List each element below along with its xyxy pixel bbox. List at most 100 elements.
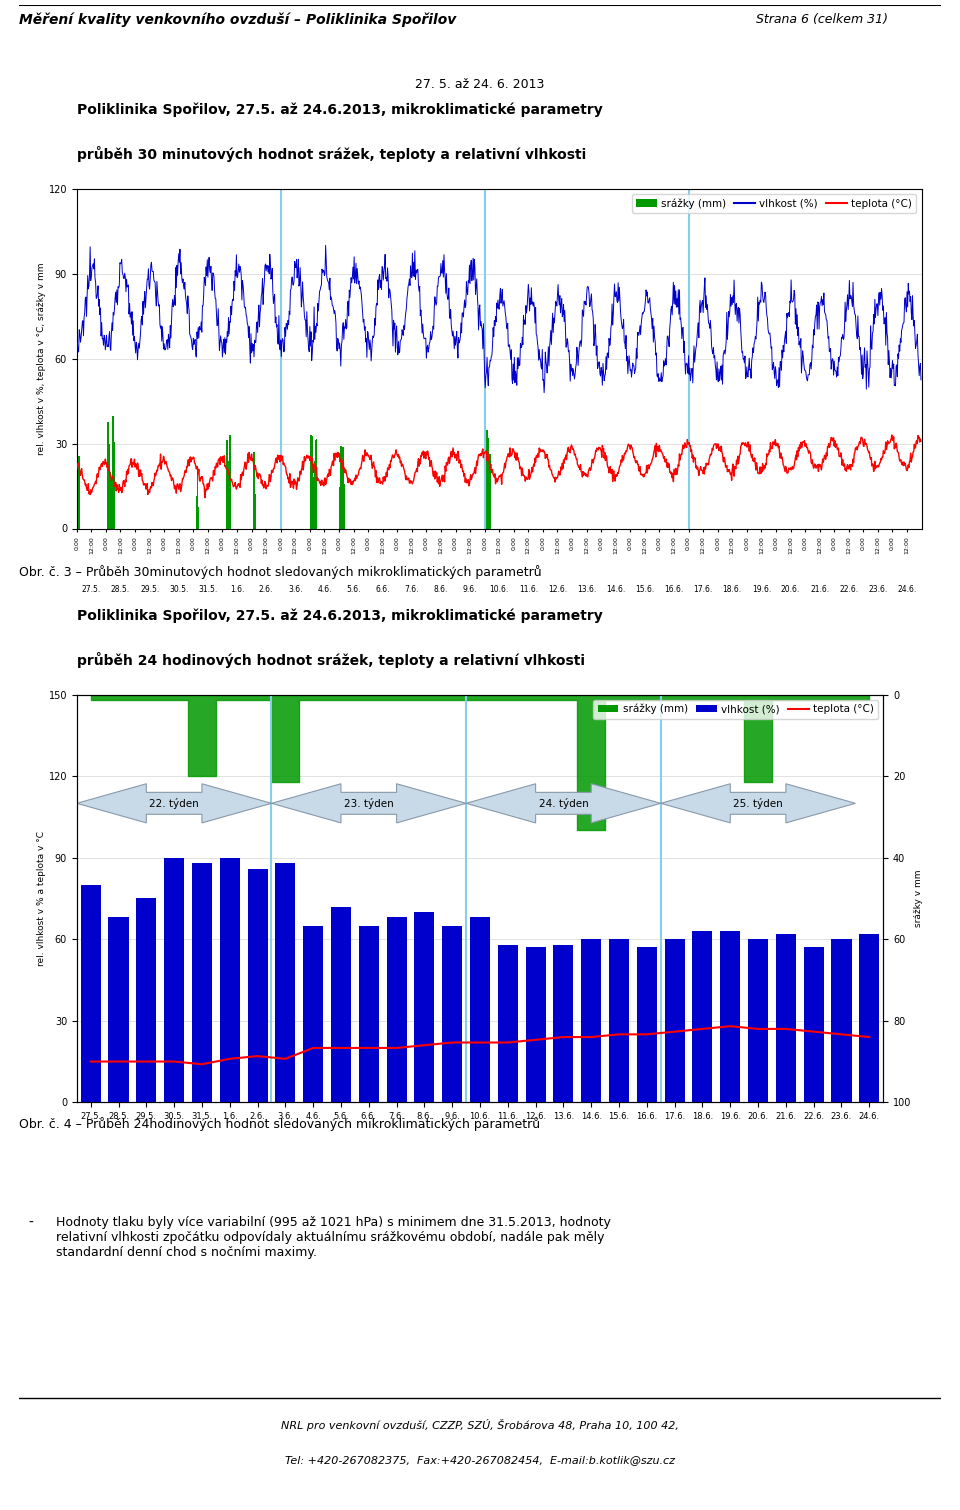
Bar bbox=[109, 506, 111, 528]
Bar bbox=[303, 926, 324, 1102]
Text: 4.6.: 4.6. bbox=[317, 584, 331, 593]
Text: 21.6.: 21.6. bbox=[810, 584, 829, 593]
Text: 27.5.: 27.5. bbox=[82, 584, 101, 593]
Bar bbox=[314, 461, 316, 528]
Bar bbox=[77, 477, 79, 528]
Bar bbox=[487, 447, 489, 528]
Bar bbox=[77, 420, 79, 528]
Polygon shape bbox=[467, 784, 660, 823]
Text: 19.6.: 19.6. bbox=[752, 584, 771, 593]
Y-axis label: rel. vlhkost v % a teplota v °C: rel. vlhkost v % a teplota v °C bbox=[36, 831, 46, 966]
Bar bbox=[488, 476, 490, 528]
Text: 7.6.: 7.6. bbox=[404, 584, 420, 593]
Bar bbox=[164, 858, 184, 1102]
Text: 9.6.: 9.6. bbox=[463, 584, 477, 593]
Text: 24.6.: 24.6. bbox=[898, 584, 917, 593]
Text: 11.6.: 11.6. bbox=[518, 584, 538, 593]
Bar bbox=[609, 939, 629, 1102]
Text: 22. týden: 22. týden bbox=[149, 797, 199, 809]
Bar bbox=[108, 473, 110, 528]
Bar bbox=[78, 456, 80, 528]
Bar bbox=[489, 518, 491, 528]
Bar bbox=[192, 864, 212, 1102]
Text: 16.6.: 16.6. bbox=[664, 584, 684, 593]
Bar bbox=[313, 477, 315, 528]
Bar bbox=[553, 945, 573, 1102]
Text: 13.6.: 13.6. bbox=[577, 584, 596, 593]
Bar bbox=[859, 933, 879, 1102]
Polygon shape bbox=[272, 784, 467, 823]
Bar bbox=[314, 462, 316, 528]
Text: 1.6.: 1.6. bbox=[229, 584, 244, 593]
Bar bbox=[310, 435, 312, 528]
Text: NRL pro venkovní ovzduší, CZZP, SZÚ, Šrobárova 48, Praha 10, 100 42,: NRL pro venkovní ovzduší, CZZP, SZÚ, Šro… bbox=[281, 1419, 679, 1431]
Bar bbox=[342, 447, 344, 528]
Text: průběh 30 minutových hodnot srážek, teploty a relativní vlhkosti: průběh 30 minutových hodnot srážek, tepl… bbox=[77, 146, 586, 162]
Text: 29.5.: 29.5. bbox=[140, 584, 159, 593]
Polygon shape bbox=[660, 784, 855, 823]
Text: 8.6.: 8.6. bbox=[434, 584, 448, 593]
Bar bbox=[109, 473, 111, 528]
Bar bbox=[488, 438, 490, 528]
Bar bbox=[776, 933, 796, 1102]
Bar bbox=[664, 939, 684, 1102]
Bar bbox=[226, 485, 228, 528]
Bar bbox=[486, 430, 488, 528]
Bar bbox=[276, 864, 296, 1102]
Bar bbox=[341, 445, 343, 528]
Bar bbox=[81, 885, 101, 1102]
Bar bbox=[359, 926, 379, 1102]
Text: 18.6.: 18.6. bbox=[723, 584, 742, 593]
Text: 24. týden: 24. týden bbox=[539, 797, 588, 809]
Text: 27. 5. až 24. 6. 2013: 27. 5. až 24. 6. 2013 bbox=[416, 79, 544, 91]
Bar bbox=[113, 506, 115, 528]
Y-axis label: rel. vlhkost v %, teplota v °C, srážky v mm: rel. vlhkost v %, teplota v °C, srážky v… bbox=[36, 263, 46, 455]
Text: 30.5.: 30.5. bbox=[169, 584, 188, 593]
Bar bbox=[227, 439, 228, 528]
Bar bbox=[415, 912, 434, 1102]
Bar bbox=[526, 947, 545, 1102]
Bar bbox=[636, 947, 657, 1102]
Bar bbox=[692, 932, 712, 1102]
Bar bbox=[76, 445, 78, 528]
Bar bbox=[331, 906, 351, 1102]
Text: 28.5.: 28.5. bbox=[111, 584, 130, 593]
Text: Měření kvality venkovního ovzduší – Poliklinika Spořilov: Měření kvality venkovního ovzduší – Poli… bbox=[19, 12, 456, 27]
Bar bbox=[341, 448, 343, 528]
Bar bbox=[110, 479, 112, 528]
Bar bbox=[339, 486, 341, 528]
Bar bbox=[197, 473, 199, 528]
Text: -: - bbox=[29, 1216, 34, 1229]
Text: Hodnoty tlaku byly více variabilní (995 až 1021 hPa) s minimem dne 31.5.2013, ho: Hodnoty tlaku byly více variabilní (995 … bbox=[56, 1216, 611, 1258]
Bar bbox=[311, 436, 313, 528]
Bar bbox=[339, 518, 341, 528]
Bar bbox=[581, 939, 601, 1102]
Bar bbox=[253, 453, 255, 528]
Bar bbox=[254, 503, 256, 528]
Bar bbox=[108, 421, 109, 528]
Bar bbox=[111, 415, 113, 528]
Bar bbox=[387, 918, 407, 1102]
Text: 12.6.: 12.6. bbox=[548, 584, 567, 593]
Polygon shape bbox=[77, 784, 272, 823]
Text: 3.6.: 3.6. bbox=[288, 584, 302, 593]
Text: 5.6.: 5.6. bbox=[347, 584, 361, 593]
Bar bbox=[311, 465, 313, 528]
Bar bbox=[228, 515, 229, 528]
Bar bbox=[804, 947, 824, 1102]
Bar bbox=[316, 439, 318, 528]
Bar bbox=[196, 495, 198, 528]
Text: 22.6.: 22.6. bbox=[839, 584, 858, 593]
Y-axis label: srážky v mm: srážky v mm bbox=[914, 870, 924, 927]
Bar bbox=[313, 501, 315, 528]
Bar bbox=[443, 926, 462, 1102]
Text: Tel: +420-267082375,  Fax:+420-267082454,  E-mail:b.kotlik@szu.cz: Tel: +420-267082375, Fax:+420-267082454,… bbox=[285, 1454, 675, 1465]
Bar bbox=[831, 939, 852, 1102]
Bar bbox=[343, 485, 345, 528]
Bar bbox=[490, 455, 491, 528]
Text: 14.6.: 14.6. bbox=[606, 584, 625, 593]
Bar bbox=[227, 464, 228, 528]
Bar bbox=[220, 858, 240, 1102]
Text: Poliklinika Spořilov, 27.5. až 24.6.2013, mikroklimatické parametry: Poliklinika Spořilov, 27.5. až 24.6.2013… bbox=[77, 103, 603, 118]
Text: 23. týden: 23. týden bbox=[344, 797, 394, 809]
